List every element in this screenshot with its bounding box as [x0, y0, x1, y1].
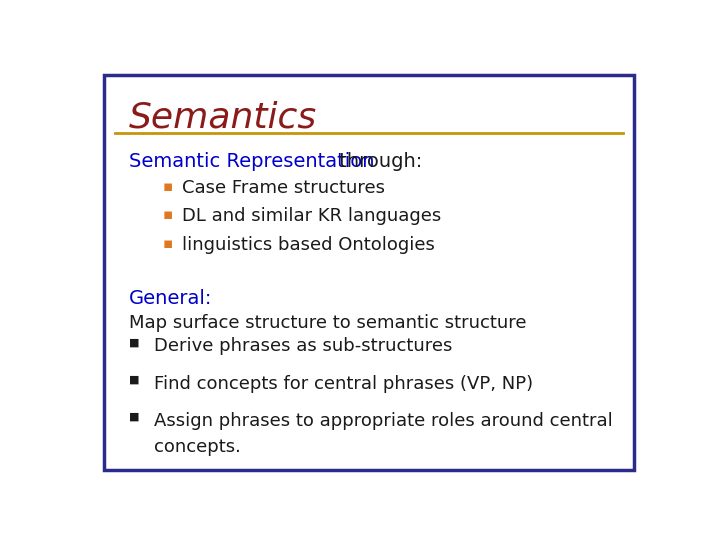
Text: DL and similar KR languages: DL and similar KR languages [182, 207, 441, 225]
Text: ■: ■ [129, 375, 140, 384]
FancyBboxPatch shape [104, 75, 634, 470]
Text: Semantic Representation: Semantic Representation [129, 152, 374, 171]
Text: ■: ■ [129, 412, 140, 422]
Text: Map surface structure to semantic structure: Map surface structure to semantic struct… [129, 314, 526, 332]
Text: Assign phrases to appropriate roles around central: Assign phrases to appropriate roles arou… [154, 412, 613, 430]
Text: ▪: ▪ [163, 207, 173, 222]
Text: General:: General: [129, 289, 212, 308]
Text: ▪: ▪ [163, 235, 173, 251]
Text: through:: through: [333, 152, 422, 171]
Text: ■: ■ [129, 337, 140, 347]
Text: Derive phrases as sub-structures: Derive phrases as sub-structures [154, 337, 453, 355]
Text: concepts.: concepts. [154, 438, 241, 456]
Text: Case Frame structures: Case Frame structures [182, 179, 385, 197]
Text: Semantics: Semantics [129, 100, 318, 134]
Text: Find concepts for central phrases (VP, NP): Find concepts for central phrases (VP, N… [154, 375, 534, 393]
Text: ▪: ▪ [163, 179, 173, 194]
Text: linguistics based Ontologies: linguistics based Ontologies [182, 235, 435, 254]
